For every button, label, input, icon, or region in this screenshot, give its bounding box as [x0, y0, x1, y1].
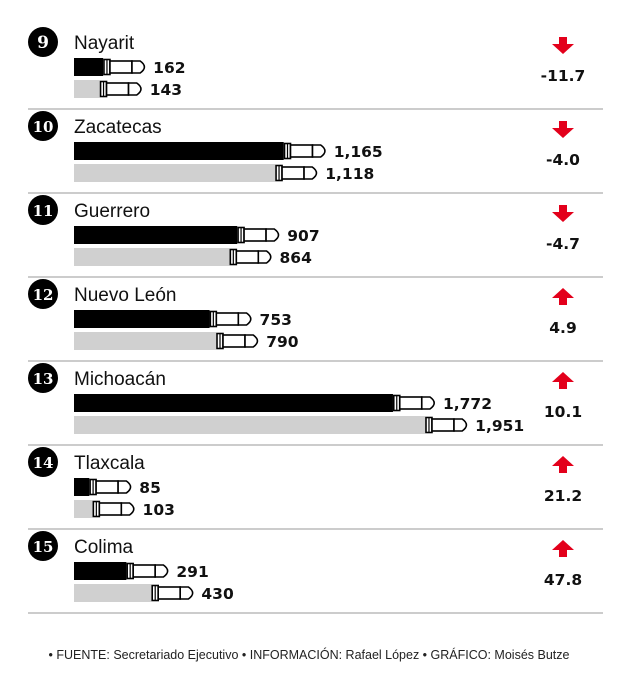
- value-label-previous: 1,951: [475, 417, 524, 435]
- state-name: Nuevo León: [74, 285, 176, 306]
- value-label-previous: 790: [266, 333, 299, 351]
- value-label-current: 162: [153, 59, 185, 77]
- bar-current: [74, 562, 127, 580]
- value-label-current: 1,772: [443, 395, 492, 413]
- bar-previous: [74, 164, 276, 182]
- state-name: Michoacán: [74, 369, 166, 390]
- bullet-icon: [229, 248, 272, 266]
- rank-circle: [28, 531, 58, 561]
- bar-current: [74, 394, 393, 412]
- bullet-icon: [103, 58, 146, 76]
- value-label-previous: 864: [280, 249, 313, 267]
- rank-badge: 15: [28, 531, 58, 561]
- value-label-current: 85: [139, 479, 161, 497]
- rank-circle: [28, 447, 58, 477]
- rank-circle: [28, 279, 58, 309]
- bullet-icon: [99, 80, 142, 98]
- rank-badge: 12: [28, 279, 58, 309]
- bar-previous: [74, 416, 426, 434]
- value-label-current: 291: [176, 563, 208, 581]
- rank-circle: [28, 111, 58, 141]
- change-label: 21.2: [544, 487, 582, 505]
- change-label: 4.9: [549, 319, 576, 337]
- state-name: Guerrero: [74, 201, 150, 222]
- arrow-up-icon: [552, 288, 574, 305]
- arrow-down-icon: [552, 121, 574, 138]
- bullet-icon: [126, 562, 169, 580]
- value-label-current: 1,165: [334, 143, 383, 161]
- value-label-current: 907: [287, 227, 319, 245]
- rank-badge: 10: [28, 111, 58, 141]
- bullet-icon: [237, 226, 280, 244]
- rank-number: 12: [33, 286, 54, 304]
- bar-previous: [74, 500, 93, 518]
- rank-badge: 11: [28, 195, 58, 225]
- bullet-icon: [216, 332, 259, 350]
- footer-credits: • FUENTE: Secretariado Ejecutivo • INFOR…: [48, 648, 570, 662]
- bar-current: [74, 58, 104, 76]
- rank-circle: [28, 27, 58, 57]
- state-name: Zacatecas: [74, 117, 162, 138]
- bar-current: [74, 310, 210, 328]
- bullet-icon: [92, 500, 135, 518]
- rank-number: 13: [33, 370, 54, 388]
- rank-number: 10: [33, 118, 54, 136]
- change-label: -4.0: [546, 151, 580, 169]
- rank-badge: 9: [28, 27, 58, 57]
- arrow-up-icon: [552, 372, 574, 389]
- bar-previous: [74, 248, 230, 266]
- value-label-previous: 143: [150, 81, 182, 99]
- rank-circle: [28, 363, 58, 393]
- value-label-previous: 103: [143, 501, 175, 519]
- value-label-previous: 430: [201, 585, 234, 603]
- arrow-down-icon: [552, 37, 574, 54]
- bullet-icon: [89, 478, 132, 496]
- bar-previous: [74, 584, 152, 602]
- rank-badge: 14: [28, 447, 58, 477]
- rank-number: 14: [33, 454, 54, 472]
- state-name: Tlaxcala: [74, 453, 145, 474]
- rank-number: 15: [33, 538, 54, 556]
- bar-current: [74, 478, 90, 496]
- change-label: 47.8: [544, 571, 582, 589]
- rank-circle: [28, 195, 58, 225]
- arrow-down-icon: [552, 205, 574, 222]
- bar-current: [74, 226, 238, 244]
- state-name: Nayarit: [74, 33, 135, 54]
- bullet-icon: [275, 164, 318, 182]
- value-label-current: 753: [260, 311, 292, 329]
- value-label-previous: 1,118: [325, 165, 374, 183]
- arrow-up-icon: [552, 456, 574, 473]
- bar-previous: [74, 332, 217, 350]
- bullet-icon: [392, 394, 435, 412]
- bullet-icon: [283, 142, 326, 160]
- bar-current: [74, 142, 284, 160]
- change-label: -11.7: [541, 67, 586, 85]
- change-label: -4.7: [546, 235, 580, 253]
- arrow-up-icon: [552, 540, 574, 557]
- rank-number: 11: [33, 202, 54, 220]
- bullet-bar-chart: 9 Nayarit 162 143 -11.7 10 Zacatecas 1,165 1,118…: [28, 27, 603, 614]
- bullet-icon: [209, 310, 252, 328]
- state-name: Colima: [74, 537, 134, 558]
- bar-previous: [74, 80, 100, 98]
- rank-badge: 13: [28, 363, 58, 393]
- bullet-icon: [151, 584, 194, 602]
- bullet-icon: [425, 416, 468, 434]
- change-label: 10.1: [544, 403, 582, 421]
- rank-number: 9: [37, 33, 49, 53]
